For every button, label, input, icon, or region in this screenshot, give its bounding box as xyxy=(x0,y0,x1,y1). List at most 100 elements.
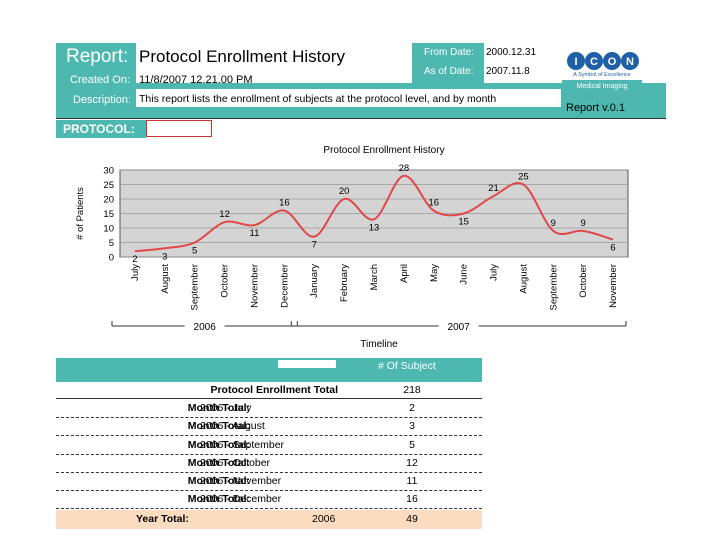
y-tick-label: 10 xyxy=(103,224,114,235)
data-label: 16 xyxy=(279,198,290,209)
data-label: 15 xyxy=(458,217,469,228)
protocol-value-box xyxy=(146,120,212,137)
x-tick-label: October xyxy=(220,264,231,298)
table-row: Month Total: 2006 - October 12 xyxy=(56,454,482,472)
table-row: Month Total: 2006 - November 11 xyxy=(56,472,482,490)
x-tick-label: March xyxy=(369,264,380,290)
row-period: 2006 - October xyxy=(200,457,271,469)
table-total-label: Protocol Enrollment Total xyxy=(210,384,338,396)
description-value: This report lists the enrollment of subj… xyxy=(139,93,497,105)
row-divider xyxy=(56,472,482,473)
x-tick-label: December xyxy=(279,264,290,308)
x-tick-label: July xyxy=(489,264,500,281)
x-tick-label: January xyxy=(309,264,320,298)
row-count: 16 xyxy=(406,493,418,505)
table-row: Month Total: 2006 - July 2 xyxy=(56,399,482,417)
data-label: 13 xyxy=(369,222,380,233)
x-tick-label: November xyxy=(608,264,619,308)
x-tick-label: August xyxy=(518,264,529,294)
data-label: 9 xyxy=(581,218,586,229)
year-label-bg xyxy=(184,320,225,332)
as-of-date-label: As of Date: xyxy=(424,66,474,77)
year-total-row xyxy=(56,510,482,529)
row-divider xyxy=(56,508,482,509)
protocol-label-cell xyxy=(56,120,146,138)
x-tick-label: August xyxy=(160,264,171,294)
table-total-row: Protocol Enrollment Total 218 xyxy=(56,381,482,399)
year-label: 2007 xyxy=(448,322,471,333)
data-label: 25 xyxy=(518,172,529,183)
year-total-label: Year Total: xyxy=(136,513,189,525)
row-period: 2006 - August xyxy=(200,420,265,432)
logo-bar: Medical Imaging xyxy=(562,80,642,93)
year-label-bg xyxy=(438,320,479,332)
data-label: 6 xyxy=(610,243,615,254)
row-label: Month Total: xyxy=(187,420,250,432)
row-count: 12 xyxy=(406,457,418,469)
row-period: 2006 - November xyxy=(200,475,282,487)
chart-title: Protocol Enrollment History xyxy=(323,145,444,156)
from-date-label: From Date: xyxy=(424,47,475,58)
created-label: Created On: xyxy=(70,74,130,86)
row-count: 5 xyxy=(409,439,415,451)
y-tick-label: 30 xyxy=(103,166,114,177)
data-label: 28 xyxy=(399,163,410,174)
row-count: 2 xyxy=(409,402,415,414)
row-label: Month Total: xyxy=(187,439,250,451)
x-tick-label: May xyxy=(429,264,440,282)
table-total-value: 218 xyxy=(403,384,421,396)
table-row: Month Total: 2006 - September 5 xyxy=(56,436,482,454)
x-tick-label: October xyxy=(578,264,589,298)
icon-logo: I C O N xyxy=(562,50,642,72)
row-label: Month Total: xyxy=(187,475,250,487)
table-total-divider xyxy=(56,398,482,399)
data-label: 11 xyxy=(250,228,260,239)
table-row: Month Total: 2006 - August 3 xyxy=(56,417,482,435)
x-tick-label: April xyxy=(399,264,410,283)
year-total-year: 2006 xyxy=(312,513,336,525)
data-label: 7 xyxy=(312,240,317,251)
row-divider xyxy=(56,490,482,491)
y-tick-label: 0 xyxy=(109,253,114,264)
data-label: 3 xyxy=(162,251,167,262)
row-label: Month Total: xyxy=(187,493,250,505)
report-version: Report v.0.1 xyxy=(566,102,626,114)
description-label: Description: xyxy=(73,94,132,106)
table-header xyxy=(56,358,482,382)
x-axis-label: Timeline xyxy=(360,339,398,350)
svg-text:O: O xyxy=(608,56,617,68)
row-period: 2006 - July xyxy=(200,402,252,414)
data-label: 21 xyxy=(488,183,499,194)
header-label-column xyxy=(56,43,136,118)
data-label: 2 xyxy=(132,254,137,265)
description-field xyxy=(136,89,561,107)
report-title: Protocol Enrollment History xyxy=(139,47,345,66)
row-period: 2006 - December xyxy=(200,493,282,505)
y-tick-label: 15 xyxy=(103,209,114,220)
y-tick-label: 25 xyxy=(103,180,114,191)
x-tick-label: July xyxy=(130,264,141,281)
date-label-column xyxy=(412,43,484,83)
table-row: Month Total: 2006 - December 16 xyxy=(56,490,482,508)
x-tick-label: February xyxy=(339,264,350,302)
table-header-count: # Of Subject xyxy=(378,360,436,372)
protocol-divider xyxy=(56,118,666,119)
data-label: 5 xyxy=(192,246,197,257)
logo-tagline: A Symbol of Excellence xyxy=(573,72,631,78)
enrollment-chart: Protocol Enrollment History051015202530#… xyxy=(75,145,629,350)
x-tick-label: June xyxy=(459,264,470,285)
from-date-value: 2000.12.31 xyxy=(486,47,537,58)
svg-text:N: N xyxy=(626,56,634,68)
data-label: 20 xyxy=(339,186,350,197)
data-label: 12 xyxy=(219,209,230,220)
row-period: 2006 - September xyxy=(200,439,285,451)
y-tick-label: 20 xyxy=(103,195,114,206)
table-header-blank xyxy=(278,360,336,368)
data-label: 16 xyxy=(428,198,439,209)
y-tick-label: 5 xyxy=(109,238,114,249)
row-divider xyxy=(56,417,482,418)
y-axis-label: # of Patients xyxy=(75,187,86,240)
year-total-count: 49 xyxy=(406,513,418,525)
as-of-date-value: 2007.11.8 xyxy=(486,66,530,77)
logo-former: Formerly Beacon Bioscience xyxy=(563,94,641,100)
